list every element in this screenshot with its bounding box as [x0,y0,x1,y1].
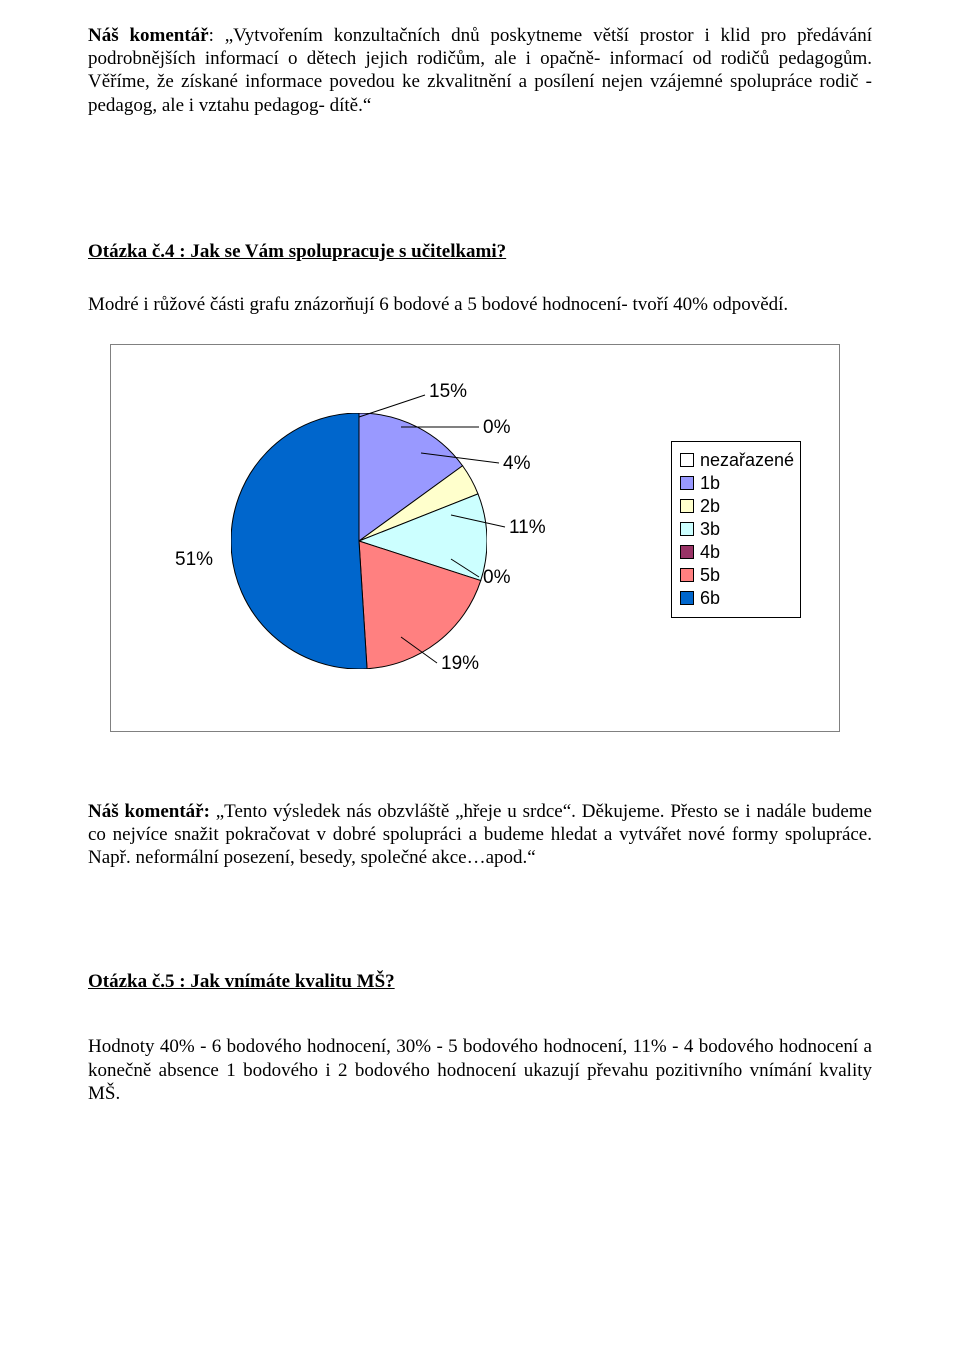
pct-4: 4% [503,453,530,475]
legend-item: nezařazené [680,450,792,471]
legend-swatch [680,568,694,582]
legend-item: 5b [680,565,792,586]
pct-15: 15% [429,381,467,403]
legend-swatch [680,499,694,513]
legend-label: 2b [700,496,720,517]
legend-item: 4b [680,542,792,563]
pct-19: 19% [441,653,479,675]
pie-chart-frame: 15% 0% 4% 11% 0% 19% 51% nezařazené1b2b3… [110,344,840,732]
pct-11: 11% [509,517,546,539]
legend-swatch [680,476,694,490]
question-4-note: Modré i růžové části grafu znázorňují 6 … [88,293,872,316]
pct-0b: 0% [483,567,510,589]
pie-chart [231,413,487,669]
question-5-note: Hodnoty 40% - 6 bodového hodnocení, 30% … [88,1035,872,1105]
legend-swatch [680,522,694,536]
legend-item: 1b [680,473,792,494]
chart-legend: nezařazené1b2b3b4b5b6b [671,441,801,618]
legend-label: 4b [700,542,720,563]
legend-swatch [680,453,694,467]
legend-label: 1b [700,473,720,494]
legend-label: nezařazené [700,450,794,471]
pie-slice-6b [231,413,367,669]
pct-0a: 0% [483,417,510,439]
comment-2-label: Náš komentář: [88,801,210,822]
comment-1: Náš komentář: „Vytvořením konzultačních … [88,24,872,117]
question-4-heading: Otázka č.4 : Jak se Vám spolupracuje s u… [88,241,872,263]
legend-item: 2b [680,496,792,517]
legend-label: 5b [700,565,720,586]
comment-1-label: Náš komentář [88,25,209,46]
legend-item: 3b [680,519,792,540]
legend-label: 6b [700,588,720,609]
legend-swatch [680,545,694,559]
pct-51: 51% [175,549,213,571]
legend-label: 3b [700,519,720,540]
legend-item: 6b [680,588,792,609]
comment-2: Náš komentář: „Tento výsledek nás obzvlá… [88,800,872,870]
question-5-heading: Otázka č.5 : Jak vnímáte kvalitu MŠ? [88,971,872,993]
legend-swatch [680,591,694,605]
